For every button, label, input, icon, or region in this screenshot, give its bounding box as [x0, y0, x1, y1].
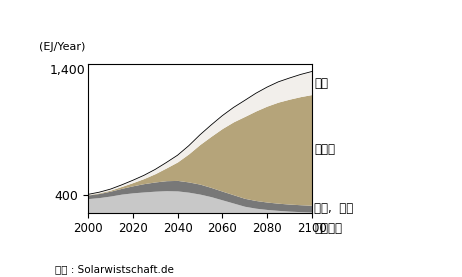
Text: 기타: 기타: [314, 76, 328, 89]
Text: (EJ/Year): (EJ/Year): [39, 42, 86, 52]
Text: 1,400: 1,400: [50, 64, 86, 77]
Text: 자료 : Solarwistschaft.de: 자료 : Solarwistschaft.de: [55, 264, 174, 274]
Text: 화석연료: 화석연료: [314, 222, 342, 235]
Text: 태양광: 태양광: [314, 143, 335, 157]
Text: 수력,  풍력: 수력, 풍력: [314, 202, 353, 215]
